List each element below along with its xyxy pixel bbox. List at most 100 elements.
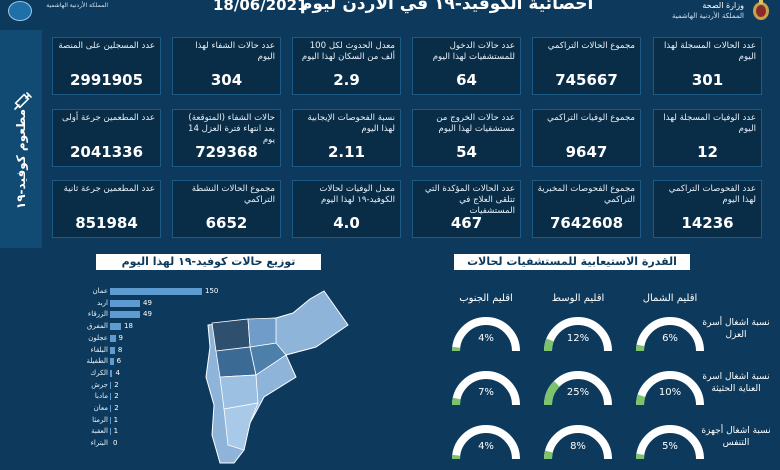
gauge-percent: 8% — [570, 441, 586, 452]
governorate-name: المفرق — [87, 322, 108, 331]
coat-of-arms-icon — [753, 0, 769, 20]
stat-card: مجموع الحالات التراكمي 745667 — [532, 37, 641, 95]
stat-value: 2.9 — [333, 71, 360, 89]
stat-card: عدد المطعمين جرعة أولى 2041336 — [52, 109, 161, 167]
distribution-title: توزيع حالات كوفيد-١٩ لهذا اليوم — [96, 254, 321, 270]
stat-label: حالات الشفاء (المتوقعة) بعد انتهاء فترة … — [188, 113, 275, 145]
gauge-percent: 10% — [658, 387, 682, 398]
gauge-percent: 6% — [662, 333, 678, 344]
governorate-value: 49 — [143, 298, 152, 307]
stat-value: 2041336 — [69, 143, 144, 161]
governorate-bar — [110, 369, 113, 377]
stat-value: 745667 — [555, 71, 618, 89]
governorate-bar — [110, 405, 112, 412]
stat-card: مجموع الوفيات التراكمي 9647 — [532, 109, 641, 167]
ministry-name: وزارة الصحة المملكة الأردنية الهاشمية — [654, 1, 744, 21]
stat-value: 851984 — [75, 214, 138, 232]
governorate-bar — [110, 381, 112, 389]
ministry-subtitle: المملكة الأردنية الهاشمية — [671, 12, 744, 20]
gauge-fill — [635, 344, 645, 352]
gauge-percent: 12% — [566, 333, 590, 344]
ministry-title: وزارة الصحة — [702, 1, 744, 10]
occupancy-gauge: 5% — [632, 421, 708, 463]
stat-label: مجموع الوفيات التراكمي — [547, 113, 635, 123]
governorate-bar — [110, 346, 115, 354]
vaccine-side-label: مطعوم كوفيد-١٩ — [14, 108, 28, 210]
governorate-name: الكرك — [90, 368, 108, 377]
governorate-bar — [110, 311, 141, 319]
governorate-bar — [110, 393, 112, 401]
stat-card: عدد حالات الدخول للمستشفيات لهذا اليوم 64 — [412, 37, 521, 95]
governorate-value: 9 — [118, 333, 123, 342]
occupancy-gauge: 25% — [540, 367, 616, 409]
syringe-icon — [14, 92, 32, 110]
capacity-row-label: نسبة اشغال أسرة العزل — [702, 318, 770, 340]
governorate-bar — [110, 288, 202, 295]
jordan-map — [205, 290, 349, 464]
stat-value: 14236 — [681, 214, 734, 232]
governorate-value: 8 — [117, 345, 123, 354]
stat-label: نسبة الفحوصات الإيجابية لهذا اليوم — [307, 113, 395, 134]
vaccine-side-band: مطعوم كوفيد-١٩ — [0, 30, 42, 248]
stat-value: 7642608 — [549, 214, 624, 232]
gauge-track — [544, 425, 612, 460]
governorate-bar — [110, 299, 141, 307]
gauge-fill — [451, 397, 461, 406]
governorate-name: عمان — [92, 287, 109, 295]
capacity-row-label: نسبة اشغال اسرة العناية الحثيثة — [702, 372, 770, 394]
stat-label: عدد الحالات المسجلة لهذا اليوم — [664, 41, 756, 62]
stat-value: 2991905 — [69, 71, 144, 89]
stat-label: عدد الفحوصات التراكمي لهذا اليوم — [668, 184, 756, 205]
gauge-fill — [636, 394, 646, 406]
gauge-fill — [544, 380, 560, 406]
stat-card: معدل الوفيات لحالات الكوفيد-١٩ لهذا اليو… — [292, 180, 401, 238]
stat-card: مجموع الحالات النشطة التراكمي 6652 — [172, 180, 281, 238]
region-label: اقليم الوسط — [551, 293, 605, 304]
governorate-value: 18 — [124, 322, 133, 331]
governorate-name: اربد — [97, 298, 108, 307]
stat-card: عدد الوفيات المسجلة لهذا اليوم 12 — [653, 109, 762, 167]
governorate-bar — [110, 323, 122, 331]
governorate-value: 150 — [205, 287, 219, 295]
anniversary-logo-text: المملكة الأردنية الهاشمية — [46, 2, 108, 9]
stat-label: مجموع الحالات التراكمي — [547, 41, 635, 51]
governorate-name: البتراء — [90, 439, 108, 448]
gauge-percent: 25% — [566, 387, 590, 398]
stat-label: معدل الحدوث لكل 100 ألف من السكان لهذا ا… — [301, 41, 395, 62]
occupancy-gauge: 10% — [632, 367, 708, 409]
occupancy-gauge: 6% — [632, 313, 708, 355]
report-date: 18/06/2021 — [213, 0, 308, 14]
governorate-name: مادبا — [94, 392, 108, 401]
occupancy-gauge: 4% — [448, 421, 524, 463]
governorate-name: البلقاء — [90, 345, 108, 354]
anniversary-logo-icon — [8, 1, 32, 21]
stat-label: عدد الحالات المؤكدة التي تتلقى العلاج في… — [424, 184, 515, 216]
governorate-value: 1 — [113, 427, 119, 436]
governorate-bar — [110, 358, 114, 366]
stat-value: 301 — [691, 71, 724, 89]
stat-card: حالات الشفاء (المتوقعة) بعد انتهاء فترة … — [172, 109, 281, 167]
governorate-value: 2 — [114, 380, 119, 389]
gauge-percent: 7% — [478, 387, 494, 398]
stat-value: 54 — [456, 143, 477, 161]
stat-value: 64 — [456, 71, 477, 89]
stat-card: عدد المطعمين جرعة ثانية 851984 — [52, 180, 161, 238]
stat-label: عدد حالات الخروج من مستشفيات لهذا اليوم — [436, 113, 515, 134]
governorate-value: 2 — [114, 392, 119, 401]
governorate-name: العقبة — [91, 427, 108, 436]
governorate-name: جرش — [91, 380, 108, 389]
gauge-track — [636, 425, 704, 460]
governorate-value: 49 — [143, 310, 152, 319]
stat-card: معدل الحدوث لكل 100 ألف من السكان لهذا ا… — [292, 37, 401, 95]
governorate-name: الطفيلة — [86, 357, 108, 366]
gauge-track — [544, 317, 612, 352]
gauge-track — [636, 317, 704, 352]
stat-value: 6652 — [205, 214, 248, 232]
gauge-percent: 4% — [478, 441, 494, 452]
stat-value: 4.0 — [333, 214, 360, 232]
header: المملكة الأردنية الهاشمية 18/06/2021 احص… — [0, 0, 780, 22]
gauge-fill — [543, 450, 553, 460]
stat-label: مجموع الفحوصات المخبرية التراكمي — [537, 184, 635, 205]
gauge-fill — [544, 338, 554, 352]
stat-label: عدد المسجلين على المنصة — [58, 41, 155, 51]
